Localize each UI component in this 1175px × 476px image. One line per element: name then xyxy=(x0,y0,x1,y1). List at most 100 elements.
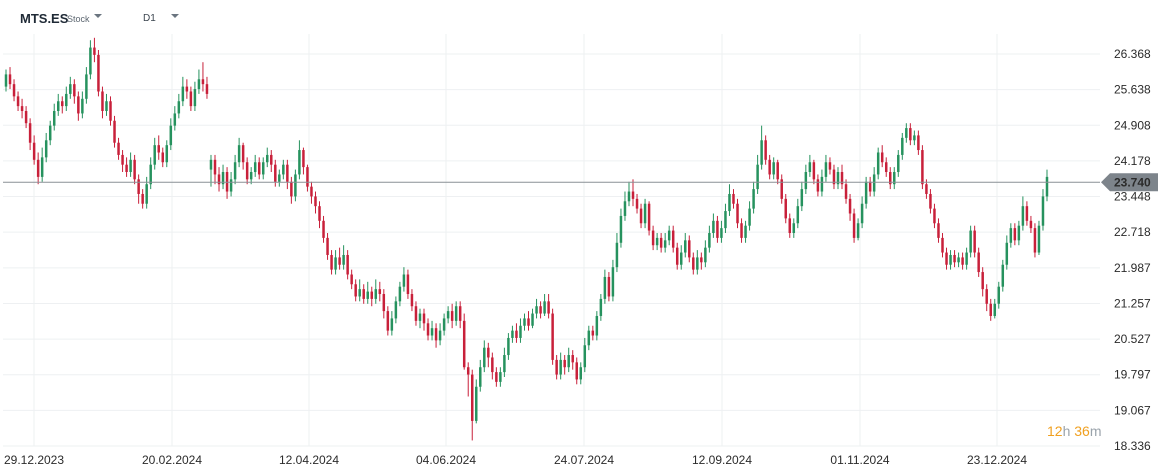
candle-body xyxy=(957,257,960,263)
candle xyxy=(864,176,868,209)
candle xyxy=(619,208,623,248)
candle xyxy=(503,347,506,377)
candle xyxy=(740,218,743,243)
candle xyxy=(133,154,136,185)
candle-body xyxy=(458,306,462,321)
candle xyxy=(965,247,968,270)
candle-body xyxy=(101,91,104,112)
candle xyxy=(266,147,269,168)
candle-body xyxy=(32,142,36,160)
candle xyxy=(909,123,912,146)
candle xyxy=(615,233,619,273)
candle xyxy=(149,157,152,190)
candle-body xyxy=(740,223,743,238)
candle-body xyxy=(615,242,619,268)
candle-body xyxy=(864,181,868,204)
candle xyxy=(442,313,446,336)
candle-body xyxy=(523,318,526,326)
candle xyxy=(394,296,398,324)
candle xyxy=(249,167,253,185)
candle-body xyxy=(700,257,703,263)
candle-body xyxy=(571,355,574,363)
candle xyxy=(876,147,880,180)
candle-body xyxy=(844,184,848,199)
candle-body xyxy=(89,47,92,75)
candle xyxy=(97,49,100,97)
candle xyxy=(880,145,884,168)
candle xyxy=(402,267,406,292)
candle xyxy=(889,167,892,190)
candle-body xyxy=(1041,196,1045,226)
candle xyxy=(800,181,804,212)
candle-body xyxy=(808,162,812,173)
candle-body xyxy=(65,93,68,107)
candle-body xyxy=(868,181,872,192)
candle xyxy=(587,325,591,351)
candle-body xyxy=(1021,206,1025,226)
candle xyxy=(941,233,944,258)
candle xyxy=(8,67,12,90)
candle-body xyxy=(241,145,245,163)
candle xyxy=(466,362,470,397)
candle-body xyxy=(201,79,205,85)
candle xyxy=(1013,223,1017,246)
candle-body xyxy=(655,237,659,246)
candle-body xyxy=(1025,206,1029,221)
candle xyxy=(181,76,185,107)
candle xyxy=(539,301,542,319)
candle xyxy=(129,152,132,177)
candle xyxy=(856,218,860,241)
candle xyxy=(1021,196,1025,231)
candle xyxy=(342,245,345,270)
candle-body xyxy=(286,164,289,182)
candle xyxy=(145,176,148,209)
candle xyxy=(748,201,751,231)
candle xyxy=(868,176,872,197)
candle xyxy=(334,250,337,275)
candle xyxy=(905,123,908,143)
candle xyxy=(1005,235,1009,270)
candle-body xyxy=(466,367,470,375)
candle xyxy=(48,120,52,146)
candle xyxy=(169,118,173,151)
candle xyxy=(237,137,241,168)
candle-body xyxy=(611,267,615,297)
candle xyxy=(700,252,703,270)
candle-body xyxy=(788,218,792,234)
countdown-hours-unit: h xyxy=(1062,423,1071,439)
candle-body xyxy=(591,330,595,336)
candle-body xyxy=(772,162,775,175)
candle-body xyxy=(137,179,140,194)
candle xyxy=(917,130,920,155)
candle-body xyxy=(507,337,510,356)
candle xyxy=(40,147,44,182)
candle-body xyxy=(856,223,860,238)
candle-body xyxy=(796,206,800,224)
candle-body xyxy=(261,162,265,175)
timeframe-label[interactable]: D1 xyxy=(143,13,156,24)
candle xyxy=(796,198,800,229)
candle xyxy=(591,325,595,341)
y-tick-label: 21.987 xyxy=(1114,261,1151,275)
candle xyxy=(627,181,631,207)
candle xyxy=(290,176,293,204)
candle-body xyxy=(880,152,884,163)
symbol-label[interactable]: MTS.ES xyxy=(20,11,69,26)
candle-body xyxy=(197,79,201,90)
candle-body xyxy=(85,74,88,99)
candle xyxy=(229,172,233,197)
candle xyxy=(977,247,980,277)
symbol-dropdown-icon[interactable] xyxy=(94,14,102,18)
timeframe-dropdown-icon[interactable] xyxy=(171,14,179,18)
candle-body xyxy=(173,113,177,126)
candle xyxy=(201,62,205,92)
candle xyxy=(828,157,832,175)
candle-body xyxy=(390,318,394,331)
candle-body xyxy=(117,142,120,155)
candle-body xyxy=(28,123,32,143)
candle-body xyxy=(346,254,349,275)
candle-body xyxy=(663,240,667,248)
candle-body xyxy=(539,306,542,314)
candle-body xyxy=(1009,228,1013,243)
